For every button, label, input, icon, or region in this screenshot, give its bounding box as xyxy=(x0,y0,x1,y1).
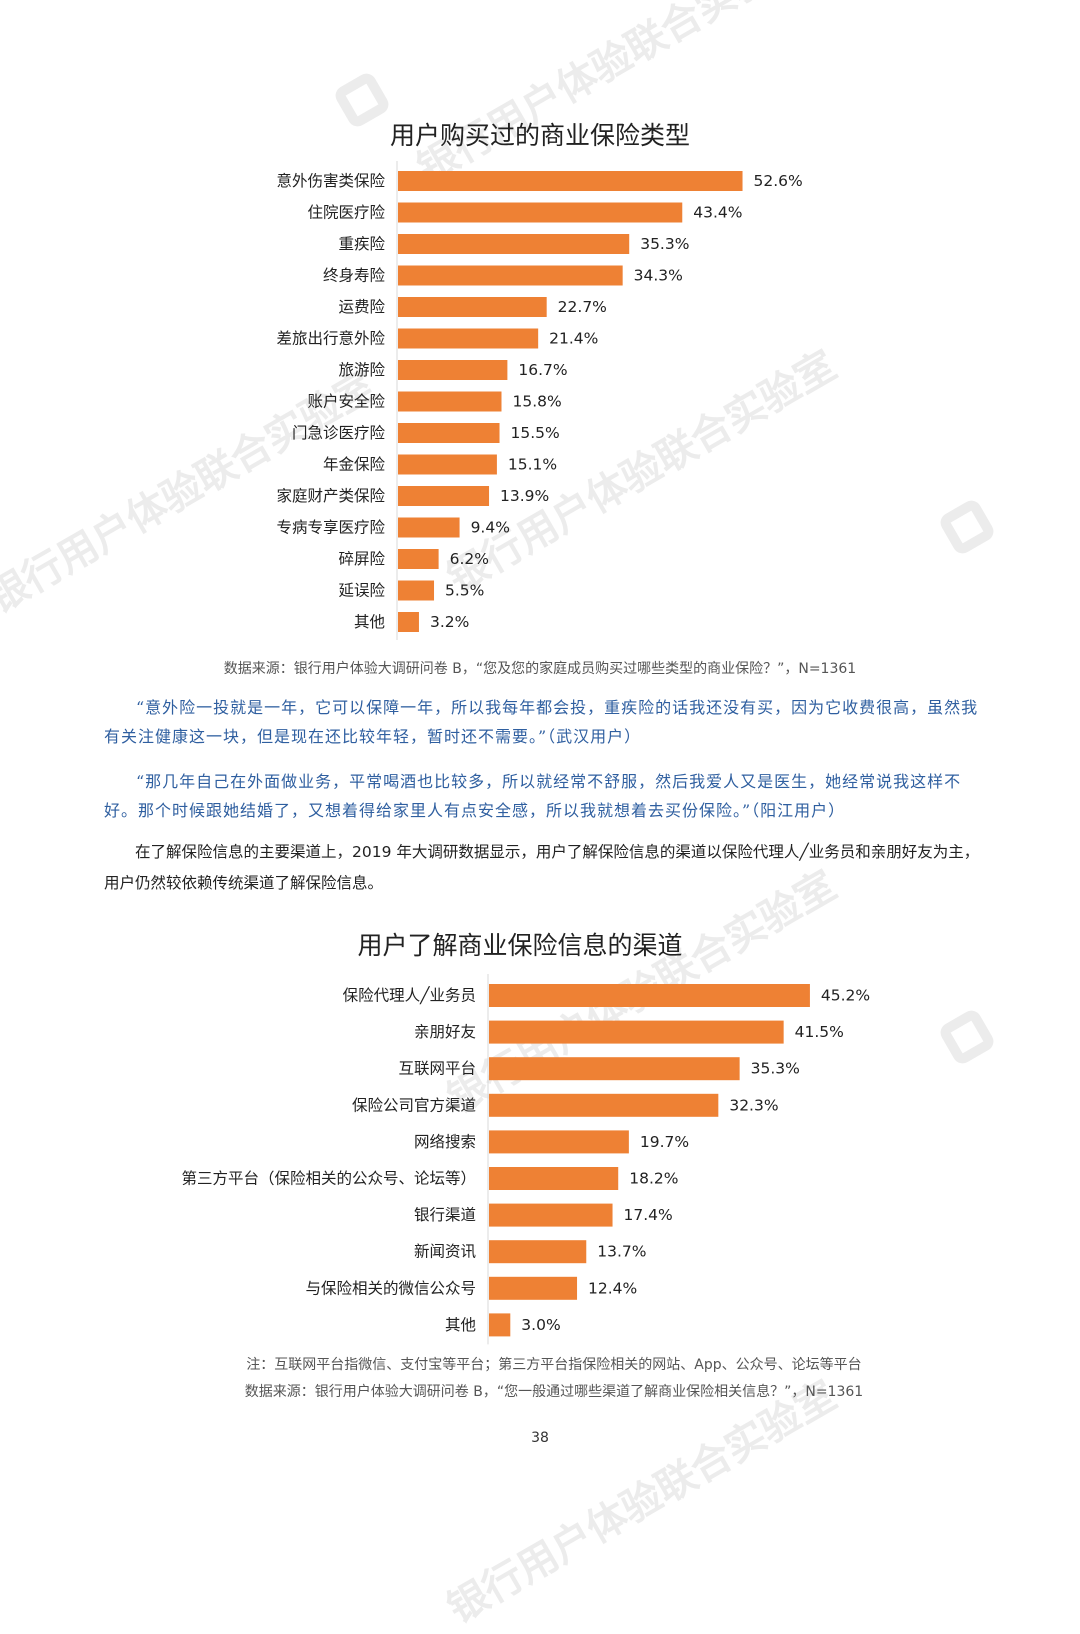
bar xyxy=(398,549,439,569)
category-label: 新闻资讯 xyxy=(414,1243,476,1261)
category-label: 账户安全险 xyxy=(307,393,385,411)
category-label: 家庭财产类保险 xyxy=(276,487,385,505)
category-label: 差旅出行意外险 xyxy=(276,329,385,348)
category-label: 意外伤害类保险 xyxy=(276,171,385,190)
data-label: 19.7% xyxy=(640,1133,689,1151)
data-label: 5.5% xyxy=(445,582,484,600)
category-label: 保险公司官方渠道 xyxy=(352,1096,476,1114)
category-label: 保险代理人╱业务员 xyxy=(343,986,476,1005)
bar xyxy=(398,580,435,601)
data-label: 32.3% xyxy=(729,1096,778,1114)
bar xyxy=(489,1167,619,1190)
bar xyxy=(489,984,810,1007)
data-label: 13.7% xyxy=(597,1243,646,1261)
data-label: 15.8% xyxy=(512,393,561,411)
data-label: 3.0% xyxy=(521,1316,560,1334)
category-label: 终身寿险 xyxy=(323,267,386,285)
data-label: 17.4% xyxy=(624,1206,673,1224)
page-number: 38 xyxy=(531,1430,549,1446)
bar xyxy=(398,391,502,412)
data-label: 12.4% xyxy=(588,1279,637,1297)
category-label: 年金保险 xyxy=(323,456,386,474)
bar xyxy=(489,1240,587,1264)
body-paragraph: 在了解保险信息的主要渠道上，2019 年大调研数据显示，用户了解保险信息的渠道以… xyxy=(104,843,980,892)
category-label: 重疾险 xyxy=(338,235,385,253)
data-label: 34.3% xyxy=(634,267,683,285)
watermark-text: 银行用户体验联合实验室 xyxy=(439,1372,845,1633)
bar xyxy=(489,1276,578,1300)
category-label: 旅游险 xyxy=(338,361,385,379)
bar xyxy=(398,486,490,506)
data-label: 22.7% xyxy=(558,298,607,316)
data-label: 18.2% xyxy=(629,1170,678,1188)
category-label: 银行渠道 xyxy=(414,1206,476,1224)
data-label: 43.4% xyxy=(693,204,742,222)
data-label: 6.2% xyxy=(450,550,489,568)
bar xyxy=(489,1130,629,1154)
category-label: 其他 xyxy=(445,1316,476,1334)
data-label: 35.3% xyxy=(640,235,689,253)
data-label: 15.5% xyxy=(511,424,560,442)
data-label: 3.2% xyxy=(430,613,469,631)
category-label: 专病专享医疗险 xyxy=(276,519,385,537)
user-quote-2: “那几年自己在外面做业务，平常喝酒也比较多，所以就经常不舒服，然后我爱人又是医生… xyxy=(104,772,962,820)
category-label: 延误险 xyxy=(338,582,385,600)
bar xyxy=(489,1203,613,1227)
bar xyxy=(489,1313,511,1337)
bar xyxy=(398,360,508,380)
category-label: 第三方平台（保险相关的公众号、论坛等） xyxy=(181,1170,476,1188)
data-label: 52.6% xyxy=(754,172,803,190)
bar xyxy=(398,454,497,475)
data-label: 21.4% xyxy=(549,330,598,348)
bar xyxy=(398,328,539,349)
chart1-source: 数据来源：银行用户体验大调研问卷 B，“您及您的家庭成员购买过哪些类型的商业保险… xyxy=(223,661,857,677)
data-label: 15.1% xyxy=(508,456,557,474)
category-label: 互联网平台 xyxy=(398,1060,476,1078)
bar xyxy=(398,612,419,632)
chart2-info-channels: 保险代理人╱业务员 45.2% 亲朋好友 41.5% 互联网平台 35.3% 保险公司官方渠… xyxy=(181,974,870,1345)
category-label: 网络搜索 xyxy=(414,1133,476,1151)
data-label: 16.7% xyxy=(518,361,567,379)
chart2-title: 用户了解商业保险信息的渠道 xyxy=(357,931,683,960)
category-label: 碎屏险 xyxy=(338,550,385,568)
chart2-source: 数据来源：银行用户体验大调研问卷 B，“您一般通过哪些渠道了解商业保险相关信息？… xyxy=(244,1384,864,1400)
category-label: 运费险 xyxy=(338,298,385,316)
data-label: 9.4% xyxy=(471,519,510,537)
data-label: 41.5% xyxy=(795,1023,844,1041)
data-label: 35.3% xyxy=(751,1060,800,1078)
bar xyxy=(398,265,623,286)
chart1-insurance-types: 意外伤害类保险 52.6% 住院医疗险 43.4% 重疾险 35.3% 终身寿险 34.3% 运… xyxy=(276,161,803,640)
bar xyxy=(489,1057,740,1081)
bar xyxy=(398,171,743,191)
bar xyxy=(398,234,630,254)
category-label: 住院医疗险 xyxy=(307,203,385,222)
bar xyxy=(489,1020,784,1044)
category-label: 其他 xyxy=(354,613,385,631)
data-label: 13.9% xyxy=(500,487,549,505)
chart1-title: 用户购买过的商业保险类型 xyxy=(389,121,690,150)
category-label: 门急诊医疗险 xyxy=(292,424,386,442)
bar xyxy=(398,202,683,223)
category-label: 亲朋好友 xyxy=(414,1023,476,1041)
chart2-note: 注：互联网平台指微信、支付宝等平台；第三方平台指保险相关的网站、App、公众号、… xyxy=(246,1357,862,1373)
bar xyxy=(398,297,547,317)
bar xyxy=(398,517,460,538)
category-label: 与保险相关的微信公众号 xyxy=(305,1279,476,1297)
bar xyxy=(489,1093,719,1117)
user-quote-1: “意外险一投就是一年，它可以保障一年，所以我每年都会投，重疾险的话我还没有买，因… xyxy=(104,698,979,746)
data-label: 45.2% xyxy=(821,987,870,1005)
bar xyxy=(398,423,500,443)
